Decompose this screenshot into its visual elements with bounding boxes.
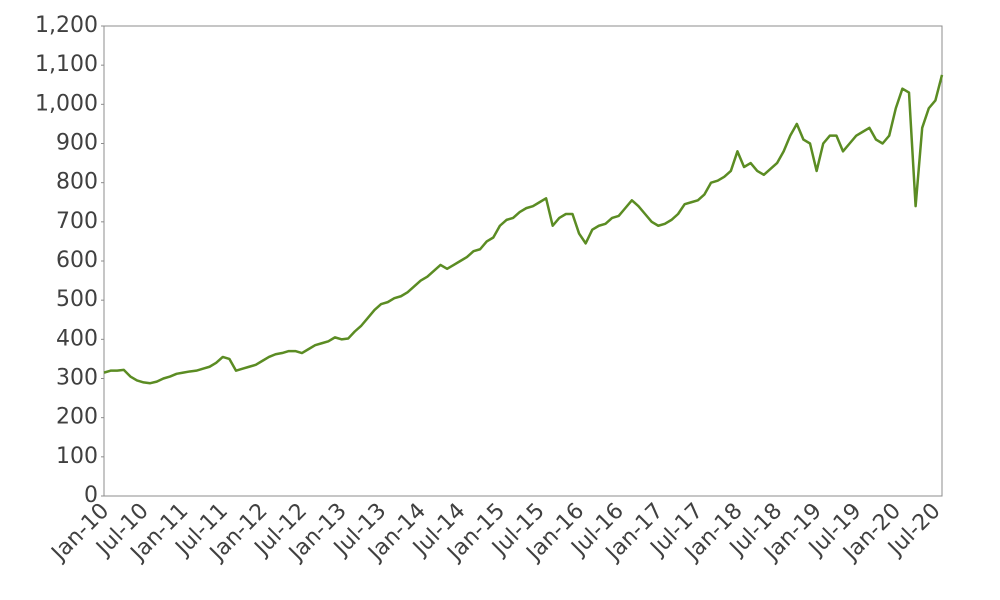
y-tick-label: 1,200 — [35, 13, 98, 38]
data-line — [103, 74, 944, 385]
y-tick-label: 400 — [56, 326, 98, 351]
y-tick-label: 900 — [56, 131, 98, 156]
y-tick-label: 0 — [84, 483, 98, 508]
y-tick-label: 300 — [56, 366, 98, 391]
y-tick-label: 1,000 — [35, 91, 98, 116]
y-tick-label: 800 — [56, 170, 98, 195]
y-tick-label: 100 — [56, 444, 98, 469]
plot-area — [103, 25, 943, 497]
y-tick-label: 700 — [56, 209, 98, 234]
y-tick-label: 500 — [56, 287, 98, 312]
y-tick-label: 600 — [56, 248, 98, 273]
y-tick-label: 1,100 — [35, 52, 98, 77]
y-tick-label: 200 — [56, 405, 98, 430]
